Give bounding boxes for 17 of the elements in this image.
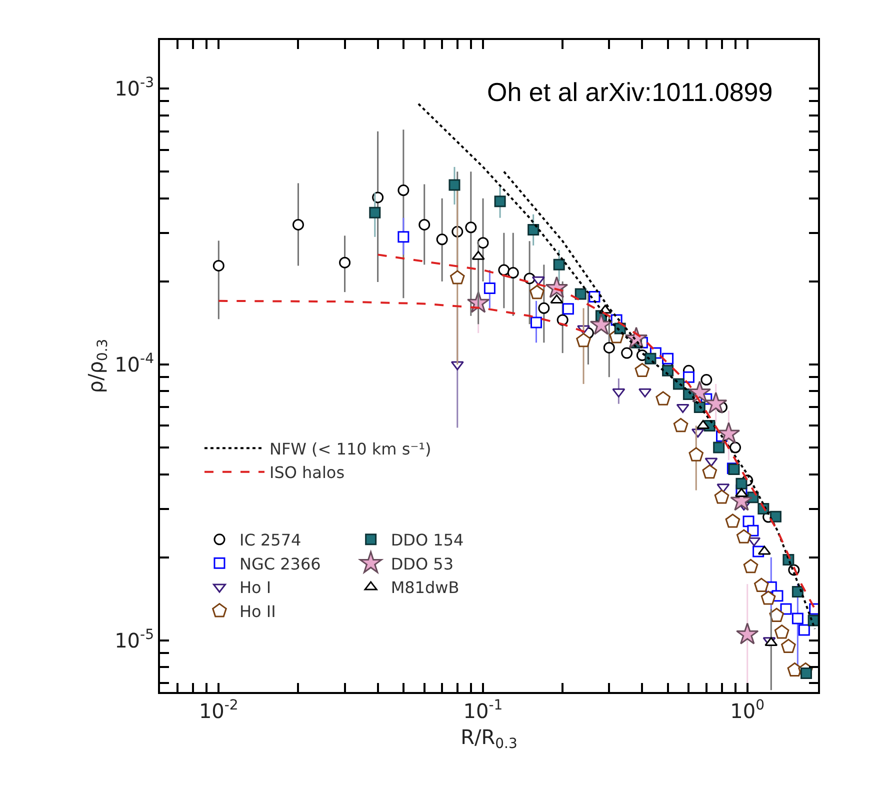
x-tick-label: 10$^{0}$ xyxy=(730,698,765,723)
legend-label: DDO 53 xyxy=(390,554,454,574)
legend-label: Ho II xyxy=(239,602,276,622)
legend-label: NFW (< 110 km s⁻¹) xyxy=(269,439,432,458)
x-tick-label: 10$^{-1}$ xyxy=(463,698,503,723)
y-tick-label: 10$^{-5}$ xyxy=(114,626,154,652)
legend-label: DDO 154 xyxy=(390,530,464,550)
y-tick-label: 10$^{-3}$ xyxy=(114,75,154,101)
legend-label: M81dwB xyxy=(390,578,460,598)
legend-label: IC 2574 xyxy=(239,530,302,550)
annotation: Oh et al arXiv:1011.0899 xyxy=(487,77,773,107)
legend-label: ISO halos xyxy=(269,463,345,482)
x-tick-label: 10$^{-2}$ xyxy=(198,698,238,723)
legend-label: NGC 2366 xyxy=(239,554,321,574)
y-tick-label: 10$^{-4}$ xyxy=(114,351,154,376)
x-axis-title: R/R$_{0.3}$ xyxy=(460,725,518,752)
legend-label: Ho I xyxy=(239,578,272,598)
